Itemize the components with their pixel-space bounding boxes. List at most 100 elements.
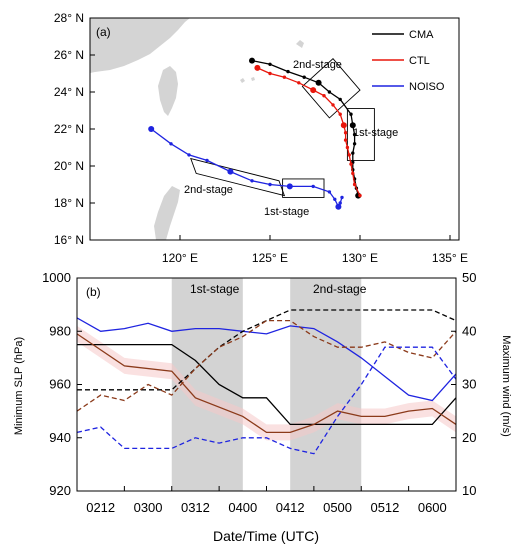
map-ytick-label: 28° N	[54, 11, 84, 25]
series-line-ctl_slp	[77, 333, 456, 434]
track-point-noiso	[169, 142, 173, 146]
ts-ytick-left-label: 960	[49, 377, 71, 392]
track-point-ctl	[310, 87, 317, 94]
track-point-cma	[249, 57, 255, 64]
track-point-noiso	[187, 153, 191, 157]
map-label-1st-stage-ctl: 1st-stage	[353, 127, 398, 139]
track-point-ctl	[268, 71, 272, 76]
track-point-ctl	[322, 94, 326, 98]
map-label-1st-stage-noiso: 1st-stage	[264, 206, 309, 218]
map-axis-ticks: 120° E 125° E 130° E 135° E 16° N 18° N 20° N 2…	[54, 11, 468, 265]
track-point-noiso	[148, 126, 155, 132]
stage-boxes	[190, 58, 375, 198]
ts-ytick-right-label: 20	[462, 430, 476, 445]
ts-xtick-label: 0512	[370, 500, 399, 515]
legend-label-noiso: NOISO	[409, 81, 445, 93]
track-point-noiso	[311, 184, 315, 189]
track-point-noiso	[250, 179, 254, 183]
track-point-cma	[352, 142, 357, 146]
ctl-band	[77, 325, 456, 441]
track-point-ctl	[338, 112, 342, 116]
map-ytick-label: 24° N	[54, 85, 84, 99]
track-point-noiso	[268, 182, 272, 187]
ts-xtick-label: 0312	[181, 500, 210, 515]
ts-ytick-left-label: 980	[49, 323, 71, 338]
track-point-ctl	[282, 75, 287, 79]
ts-ytick-right-label: 30	[462, 377, 476, 392]
map-panel: 120° E 125° E 130° E 135° E 16° N 18° N 20° N 2…	[54, 11, 468, 265]
ts-xtick-label: 0412	[276, 500, 305, 515]
track-point-cma	[286, 69, 290, 74]
track-point-noiso	[286, 183, 293, 190]
map-label-2nd-stage-noiso: 2nd-stage	[184, 184, 233, 196]
track-point-noiso	[227, 168, 234, 175]
map-label-2nd-stage-ctl: 2nd-stage	[293, 59, 342, 71]
map-ytick-label: 18° N	[54, 196, 84, 210]
land-small-islet-2	[251, 77, 255, 81]
track-point-cma	[327, 90, 332, 94]
track-point-cma	[315, 79, 322, 86]
track-point-noiso	[205, 158, 209, 163]
ts-xtick-label: 0400	[228, 500, 257, 515]
ts-ytick-left-label: 920	[49, 483, 71, 498]
map-ytick-label: 26° N	[54, 48, 84, 62]
track-point-cma	[338, 97, 342, 102]
track-point-cma	[349, 112, 353, 116]
track-point-ctl	[340, 122, 347, 129]
track-point-cma	[349, 122, 356, 129]
stage-box-3	[190, 157, 286, 197]
track-point-ctl	[352, 182, 357, 187]
map-xtick-label: 120° E	[162, 251, 198, 265]
ts-ytick-right-label: 10	[462, 483, 476, 498]
ts-label-2nd-stage: 2nd-stage	[313, 282, 367, 296]
series-line-noiso_wind	[77, 346, 456, 455]
stage-box-4	[282, 178, 325, 198]
track-point-noiso	[340, 195, 344, 200]
track-point-cma	[268, 62, 272, 66]
land-masses	[90, 18, 304, 240]
y-axis-right-title: Maximum wind (m/s)	[500, 335, 512, 436]
land-mainland-china	[90, 18, 190, 73]
ctl-slp-band	[77, 325, 456, 441]
track-point-cma	[302, 75, 306, 79]
map-ytick-label: 20° N	[54, 159, 84, 173]
track-point-ctl	[345, 145, 350, 150]
map-panel-label: (a)	[96, 25, 111, 39]
track-point-ctl	[297, 81, 301, 85]
map-ytick-label: 16° N	[54, 233, 84, 247]
track-point-ctl	[358, 193, 362, 198]
track-point-noiso	[333, 197, 337, 201]
map-legend: CMA CTL NOISO	[372, 29, 445, 93]
timeseries-panel: 0212 0300 0312 0400 0412 0500 0512 0600 920 940 96…	[13, 270, 512, 544]
track-point-ctl	[347, 153, 351, 157]
storm-tracks	[148, 57, 362, 210]
ts-ytick-left-label: 1000	[42, 270, 71, 285]
series-line-noiso_slp	[77, 317, 456, 402]
map-xtick-label: 125° E	[252, 251, 288, 265]
stage-box-2	[301, 58, 361, 119]
stage-shade-2	[290, 278, 362, 491]
track-point-ctl	[351, 171, 355, 176]
track-point-ctl	[343, 138, 348, 142]
ts-ytick-left-label: 940	[49, 430, 71, 445]
ts-ytick-right-label: 40	[462, 323, 476, 338]
ts-ytick-right-label: 50	[462, 270, 476, 285]
legend-label-ctl: CTL	[409, 55, 430, 67]
ts-xtick-label: 0600	[418, 500, 447, 515]
series-line-ctl_wind	[77, 319, 456, 412]
land-small-islet-1	[240, 78, 245, 83]
track-point-noiso	[338, 201, 342, 205]
ts-label-1st-stage: 1st-stage	[190, 282, 240, 296]
track-point-ctl	[331, 103, 335, 107]
series-line-cma_wind	[77, 309, 456, 391]
timeseries-lines	[77, 309, 456, 455]
timeseries-panel-label: (b)	[86, 285, 101, 299]
x-axis-title: Date/Time (UTC)	[213, 528, 319, 544]
map-xtick-label: 130° E	[342, 251, 378, 265]
ts-xtick-label: 0500	[323, 500, 352, 515]
map-ytick-label: 22° N	[54, 122, 84, 136]
track-point-noiso	[327, 190, 332, 194]
map-xtick-label: 135° E	[432, 251, 468, 265]
track-point-ctl	[254, 64, 261, 71]
